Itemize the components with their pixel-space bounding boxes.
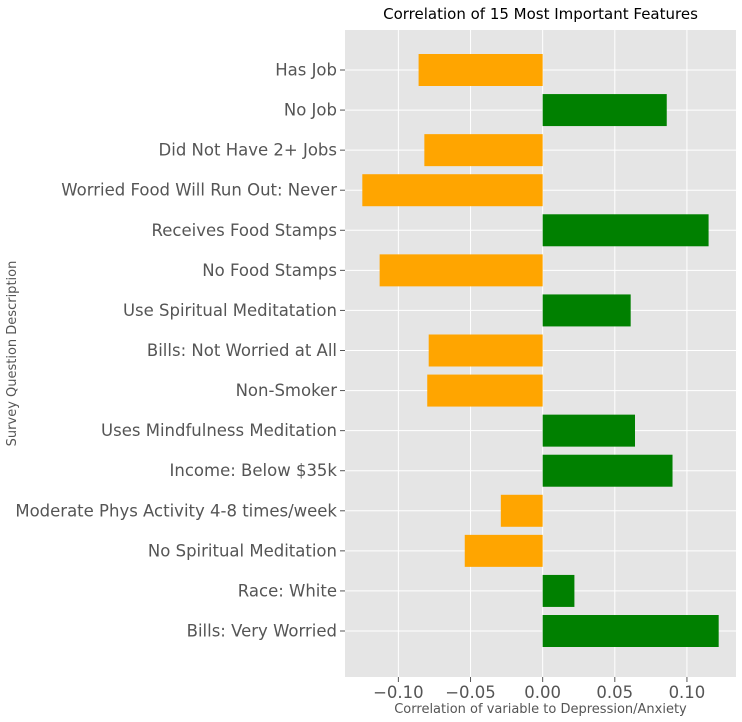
bar — [542, 294, 631, 327]
bar — [542, 214, 709, 247]
y-tick-label: No Job — [284, 101, 337, 120]
x-axis: −0.10 −0.05 0.00 0.05 0.10 — [373, 677, 705, 702]
bar — [500, 494, 543, 527]
y-axis: Has Job No Job Did Not Have 2+ Jobs Worried… — [15, 61, 345, 641]
y-tick-label: Has Job — [275, 61, 337, 80]
bar — [542, 94, 667, 127]
bar — [542, 454, 673, 487]
y-tick-label: No Spiritual Meditation — [148, 541, 337, 560]
bar — [428, 334, 543, 367]
y-tick-label: Race: White — [238, 581, 337, 600]
x-tick-label: 0.05 — [596, 683, 633, 702]
x-axis-label: Correlation of variable to Depression/An… — [394, 702, 687, 717]
y-tick-label: Bills: Not Worried at All — [147, 341, 337, 360]
bar — [464, 534, 543, 567]
y-axis-label: Survey Question Description — [5, 261, 20, 447]
x-tick-label: −0.05 — [445, 683, 496, 702]
y-tick-label: Receives Food Stamps — [152, 221, 337, 240]
bar — [542, 414, 636, 447]
bar — [362, 174, 543, 207]
bar — [379, 254, 543, 287]
y-tick-label: Non-Smoker — [236, 381, 338, 400]
y-tick-label: Income: Below $35k — [170, 461, 338, 480]
y-tick-label: Moderate Phys Activity 4-8 times/week — [15, 501, 337, 520]
y-tick-label: Worried Food Will Run Out: Never — [61, 181, 337, 200]
y-tick-label: Bills: Very Worried — [187, 622, 337, 641]
y-tick-label: Did Not Have 2+ Jobs — [159, 141, 337, 160]
bar — [542, 574, 575, 607]
chart-title: Correlation of 15 Most Important Feature… — [383, 5, 698, 23]
y-tick-label: Use Spiritual Meditatation — [123, 301, 337, 320]
bar — [418, 54, 543, 86]
x-tick-label: 0.00 — [524, 683, 561, 702]
bar — [427, 374, 543, 407]
x-tick-label: 0.10 — [669, 683, 706, 702]
x-tick-label: −0.10 — [373, 683, 424, 702]
y-tick-label: Uses Mindfulness Meditation — [101, 421, 337, 440]
bars — [362, 54, 719, 647]
y-tick-label: No Food Stamps — [202, 261, 337, 280]
bar — [542, 615, 719, 647]
bar — [424, 134, 543, 167]
